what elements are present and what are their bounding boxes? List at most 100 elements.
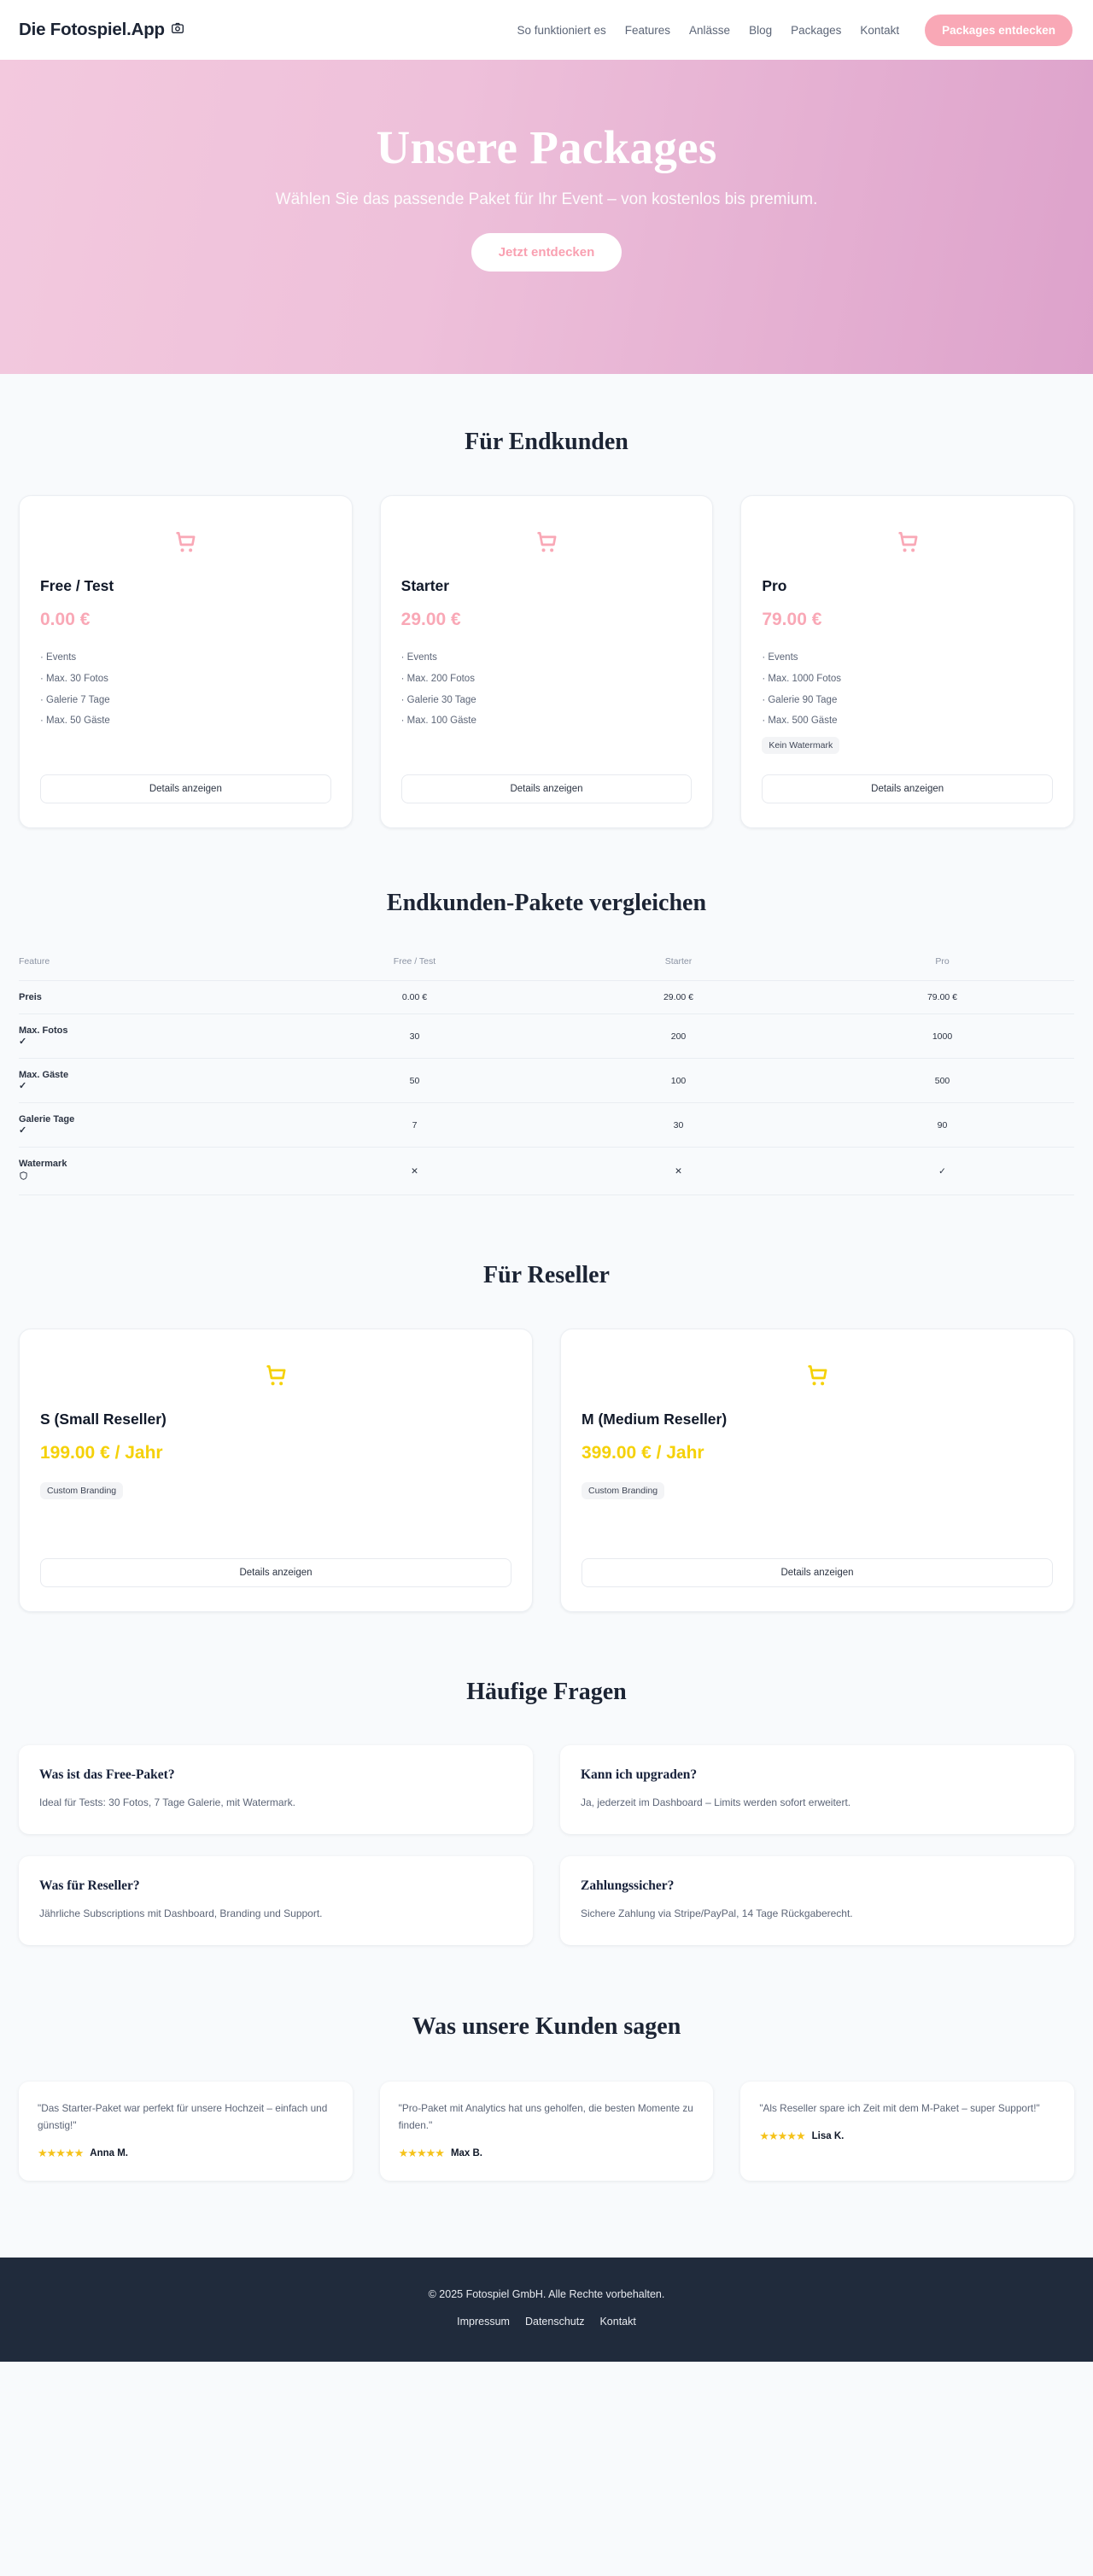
status-badge: Custom Branding — [582, 1482, 665, 1499]
testimonial-text: "Pro-Paket mit Analytics hat uns geholfe… — [398, 2102, 693, 2131]
plan-name: Starter — [400, 577, 450, 594]
plan-card-small-reseller[interactable]: S (Small Reseller) 199.00 € / Jahr Custo… — [19, 1329, 533, 1612]
nav-item-kontakt[interactable]: Kontakt — [860, 23, 900, 37]
faq-card[interactable]: Was für Reseller? Jährliche Subscription… — [19, 1856, 533, 1945]
plan-feature: · Events — [400, 652, 437, 663]
table-header-row: Feature Free / Test Starter Pro — [19, 956, 1074, 981]
plan-price: 199.00 € / Jahr — [40, 1443, 163, 1463]
nav-item-packages[interactable]: Packages — [791, 23, 842, 37]
testimonial-author-row: ★★★★★ Max B. — [399, 2147, 695, 2160]
details-anzeigen-button[interactable]: Details anzeigen — [762, 774, 1053, 803]
row-label-max-fotos: Max. Fotos ✓ — [19, 1013, 283, 1059]
nav-item-features[interactable]: Features — [624, 23, 671, 37]
cell-value: 29.00 € — [546, 980, 810, 1014]
testimonials-grid: "Das Starter-Paket war perfekt für unser… — [19, 2082, 1074, 2181]
check-icon: ✓ — [19, 1037, 27, 1047]
plan-price: 399.00 € / Jahr — [582, 1443, 704, 1463]
cell-value-yes: ✓ — [810, 1147, 1074, 1195]
plan-name: M (Medium Reseller) — [582, 1411, 728, 1428]
endkunden-plan-grid: Free / Test 0.00 € · Events · Max. 30 Fo… — [19, 495, 1074, 828]
nav-item-so-funktioniert-es[interactable]: So funktioniert es — [517, 23, 606, 37]
feature-label: Galerie Tage — [19, 1114, 75, 1124]
cell-value-no: ✕ — [283, 1147, 546, 1195]
faq-question: Was ist das Free-Paket? — [39, 1767, 175, 1782]
nav-item-blog[interactable]: Blog — [749, 23, 773, 37]
status-badge: Custom Branding — [40, 1482, 124, 1499]
compare-title: Endkunden-Pakete vergleichen — [386, 890, 707, 916]
plan-price: 29.00 € — [400, 610, 461, 629]
cell-value: 200 — [546, 1013, 810, 1059]
shopping-cart-icon — [401, 529, 693, 560]
testimonial-author-name: Max B. — [450, 2147, 483, 2158]
table-row: Watermark ✕ ✕ ✓ — [19, 1147, 1074, 1195]
brand-name: Die Fotospiel.App — [19, 20, 165, 39]
cell-value: 100 — [546, 1058, 810, 1103]
brand-logo[interactable]: Die Fotospiel.App — [19, 20, 184, 40]
site-header: Die Fotospiel.App So funktioniert es Fea… — [0, 0, 1093, 60]
footer-link-kontakt[interactable]: Kontakt — [599, 2315, 636, 2328]
cell-value: 0.00 € — [283, 980, 546, 1014]
plan-card-pro[interactable]: Pro 79.00 € · Events · Max. 1000 Fotos ·… — [740, 495, 1074, 828]
plan-card-starter[interactable]: Starter 29.00 € · Events · Max. 200 Foto… — [379, 495, 714, 828]
plan-feature: · Galerie 90 Tage — [762, 694, 838, 705]
table-row: Max. Gäste ✓ 50 100 500 — [19, 1058, 1074, 1103]
faq-question: Zahlungssicher? — [581, 1878, 675, 1893]
hero-section: Unsere Packages Wählen Sie das passende … — [0, 60, 1093, 374]
faq-answer: Ideal für Tests: 30 Fotos, 7 Tage Galeri… — [39, 1796, 295, 1808]
star-rating-icon: ★★★★★ — [759, 2129, 805, 2142]
faq-card[interactable]: Kann ich upgraden? Ja, jederzeit im Dash… — [560, 1745, 1074, 1834]
cell-value: 30 — [283, 1013, 546, 1059]
testimonial-card: "Das Starter-Paket war perfekt für unser… — [19, 2082, 353, 2181]
shopping-cart-icon — [582, 1362, 1053, 1393]
faq-section: Häufige Fragen Was ist das Free-Paket? I… — [0, 1612, 1093, 1945]
footer-link-impressum[interactable]: Impressum — [457, 2315, 510, 2328]
table-row: Max. Fotos ✓ 30 200 1000 — [19, 1013, 1074, 1059]
plan-feature: · Events — [40, 652, 77, 663]
shopping-cart-icon — [40, 529, 331, 560]
faq-title: Häufige Fragen — [466, 1679, 627, 1705]
shopping-cart-icon — [762, 529, 1053, 560]
hero-title: Unsere Packages — [376, 121, 717, 173]
star-rating-icon: ★★★★★ — [398, 2146, 445, 2159]
column-header-pro: Pro — [810, 956, 1074, 981]
details-anzeigen-button[interactable]: Details anzeigen — [40, 1558, 511, 1587]
check-icon: ✓ — [19, 1081, 27, 1091]
details-anzeigen-button[interactable]: Details anzeigen — [582, 1558, 1053, 1587]
compare-table: Feature Free / Test Starter Pro Preis 0.… — [19, 956, 1074, 1195]
faq-answer: Jährliche Subscriptions mit Dashboard, B… — [39, 1907, 323, 1919]
plan-features: · Events · Max. 30 Fotos · Galerie 7 Tag… — [40, 647, 331, 732]
faq-answer: Ja, jederzeit im Dashboard – Limits werd… — [581, 1796, 851, 1808]
plan-feature: · Max. 50 Gäste — [40, 716, 110, 727]
feature-label: Watermark — [19, 1159, 67, 1169]
details-anzeigen-button[interactable]: Details anzeigen — [40, 774, 331, 803]
cell-value: 79.00 € — [810, 980, 1074, 1014]
feature-label: Max. Gäste — [19, 1070, 69, 1080]
status-badge: Kein Watermark — [762, 737, 840, 755]
table-row: Preis 0.00 € 29.00 € 79.00 € — [19, 980, 1074, 1014]
details-anzeigen-button[interactable]: Details anzeigen — [400, 774, 693, 803]
faq-grid: Was ist das Free-Paket? Ideal für Tests:… — [19, 1745, 1074, 1945]
footer-copyright: © 2025 Fotospiel GmbH. Alle Rechte vorbe… — [428, 2287, 665, 2300]
hero-subtitle: Wählen Sie das passende Paket für Ihr Ev… — [275, 190, 818, 208]
packages-entdecken-button[interactable]: Packages entdecken — [925, 14, 1073, 46]
shopping-cart-icon — [40, 1362, 511, 1393]
feature-label: Preis — [19, 992, 42, 1002]
jetzt-entdecken-button[interactable]: Jetzt entdecken — [471, 233, 622, 272]
testimonial-author-row: ★★★★★ Lisa K. — [759, 2129, 1055, 2143]
row-label-galerie-tage: Galerie Tage ✓ — [19, 1102, 283, 1148]
faq-card[interactable]: Zahlungssicher? Sichere Zahlung via Stri… — [560, 1856, 1074, 1945]
check-icon: ✓ — [19, 1125, 27, 1136]
endkunden-title: Für Endkunden — [465, 429, 628, 455]
plan-feature: · Max. 200 Fotos — [400, 673, 475, 684]
plan-feature: · Events — [762, 652, 798, 663]
plan-name: S (Small Reseller) — [40, 1411, 167, 1428]
footer-links: Impressum Datenschutz Kontakt — [0, 2316, 1093, 2328]
plan-card-medium-reseller[interactable]: M (Medium Reseller) 399.00 € / Jahr Cust… — [560, 1329, 1074, 1612]
footer-link-datenschutz[interactable]: Datenschutz — [524, 2315, 585, 2328]
reseller-section: Für Reseller S (Small Reseller) 199.00 €… — [0, 1195, 1093, 1612]
faq-card[interactable]: Was ist das Free-Paket? Ideal für Tests:… — [19, 1745, 533, 1834]
cell-value-no: ✕ — [546, 1147, 810, 1195]
nav-item-anlaesse[interactable]: Anlässe — [689, 23, 731, 37]
plan-card-free[interactable]: Free / Test 0.00 € · Events · Max. 30 Fo… — [19, 495, 353, 828]
cell-value: 50 — [283, 1058, 546, 1103]
